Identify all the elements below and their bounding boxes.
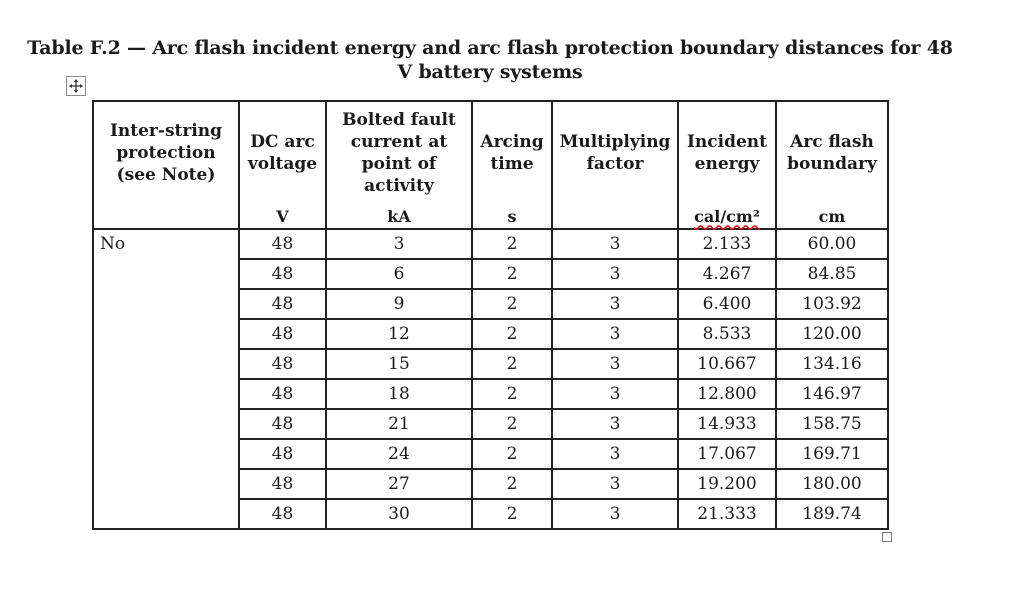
table-cell: 17.067	[677, 438, 777, 470]
table-row: 48 30 2 3 21.333 189.74	[93, 498, 889, 530]
header-bolted-fault-current: Bolted fault current at point of activit…	[325, 100, 473, 204]
header-arcing-time: Arcing time	[471, 100, 553, 204]
table-cell: 3	[551, 438, 679, 470]
unit-cell: s	[471, 204, 553, 230]
table-cell: 18	[325, 378, 473, 410]
table-cell: 134.16	[775, 348, 889, 380]
table-cell: 48	[238, 318, 327, 350]
header-incident-energy: Incident energy	[677, 100, 777, 204]
table-row: 48 9 2 3 6.400 103.92	[93, 288, 889, 320]
table-cell: 2	[471, 318, 553, 350]
unit-cell: kA	[325, 204, 473, 230]
unit-cell: V	[238, 204, 327, 230]
table-row: 48 18 2 3 12.800 146.97	[93, 378, 889, 410]
table-cell: 10.667	[677, 348, 777, 380]
table-cell: 8.533	[677, 318, 777, 350]
table-cell: 48	[238, 378, 327, 410]
table-cell: 2	[471, 348, 553, 380]
table-cell: 21.333	[677, 498, 777, 530]
table-cell: 3	[551, 288, 679, 320]
table-cell: 12.800	[677, 378, 777, 410]
table-cell: 48	[238, 228, 327, 260]
table-cell: 2	[471, 288, 553, 320]
table-cell: 2	[471, 498, 553, 530]
table-cell: 120.00	[775, 318, 889, 350]
table-cell: 3	[551, 378, 679, 410]
table-cell: 14.933	[677, 408, 777, 440]
table-cell: 180.00	[775, 468, 889, 500]
table-cell: 12	[325, 318, 473, 350]
table-cell: 27	[325, 468, 473, 500]
unit-cell	[92, 204, 240, 230]
table-cell: 2.133	[677, 228, 777, 260]
table-cell: 146.97	[775, 378, 889, 410]
table-cell: 2	[471, 378, 553, 410]
table-cell: 24	[325, 438, 473, 470]
table-cell: 2	[471, 258, 553, 290]
spellcheck-underlined-unit: cal/cm²	[694, 206, 760, 226]
table-resize-handle[interactable]	[882, 532, 892, 542]
table-row: 48 12 2 3 8.533 120.00	[93, 318, 889, 350]
table-cell: 19.200	[677, 468, 777, 500]
table-row: 48 6 2 3 4.267 84.85	[93, 258, 889, 290]
table-cell: 48	[238, 468, 327, 500]
table-row: 48 24 2 3 17.067 169.71	[93, 438, 889, 470]
units-row: V kA s cal/cm² cm	[92, 204, 889, 230]
table-cell: 3	[551, 498, 679, 530]
table-row: 48 27 2 3 19.200 180.00	[93, 468, 889, 500]
table-cell: 48	[238, 348, 327, 380]
table-cell: 3	[551, 408, 679, 440]
header-dc-arc-voltage: DC arc voltage	[238, 100, 327, 204]
table-cell: 3	[551, 258, 679, 290]
header-row: Inter-string protection (see Note) DC ar…	[92, 100, 889, 204]
table-row: No 48 3 2 3 2.133 60.00	[92, 228, 889, 530]
table-cell: 60.00	[775, 228, 889, 260]
table-cell: 4.267	[677, 258, 777, 290]
table-cell: 3	[551, 348, 679, 380]
table-cell: 3	[325, 228, 473, 260]
table-cell: 189.74	[775, 498, 889, 530]
table-cell: 169.71	[775, 438, 889, 470]
table-row: 48 21 2 3 14.933 158.75	[93, 408, 889, 440]
table-move-handle[interactable]	[66, 76, 86, 96]
header-multiplying-factor: Multiplying factor	[551, 100, 679, 204]
table-cell: 84.85	[775, 258, 889, 290]
table-cell: 30	[325, 498, 473, 530]
table-cell: 6.400	[677, 288, 777, 320]
table-cell: 15	[325, 348, 473, 380]
header-arc-flash-boundary: Arc flash boundary	[775, 100, 889, 204]
table-cell: 2	[471, 468, 553, 500]
inter-string-protection-cell: No	[92, 228, 240, 530]
move-arrows-icon	[69, 79, 83, 93]
table-cell: 48	[238, 498, 327, 530]
table-cell: 48	[238, 288, 327, 320]
table-cell: 3	[551, 228, 679, 260]
table-cell: 21	[325, 408, 473, 440]
table-cell: 48	[238, 408, 327, 440]
unit-cell: cal/cm²	[677, 204, 777, 230]
table-cell: 2	[471, 228, 553, 260]
table-cell: 3	[551, 468, 679, 500]
table-cell: 2	[471, 408, 553, 440]
unit-cell: cm	[775, 204, 889, 230]
table-cell: 48	[238, 258, 327, 290]
table-cell: 48	[238, 438, 327, 470]
table-cell: 9	[325, 288, 473, 320]
table-cell: 158.75	[775, 408, 889, 440]
table-cell: 3	[551, 318, 679, 350]
table-cell: 2	[471, 438, 553, 470]
header-inter-string-protection: Inter-string protection (see Note)	[92, 100, 240, 204]
table-row: 48 15 2 3 10.667 134.16	[93, 348, 889, 380]
unit-cell	[551, 204, 679, 230]
table-title: Table F.2 — Arc flash incident energy an…	[27, 37, 953, 83]
table-cell: 6	[325, 258, 473, 290]
table-cell: 103.92	[775, 288, 889, 320]
arc-flash-table: Inter-string protection (see Note) DC ar…	[92, 100, 889, 530]
